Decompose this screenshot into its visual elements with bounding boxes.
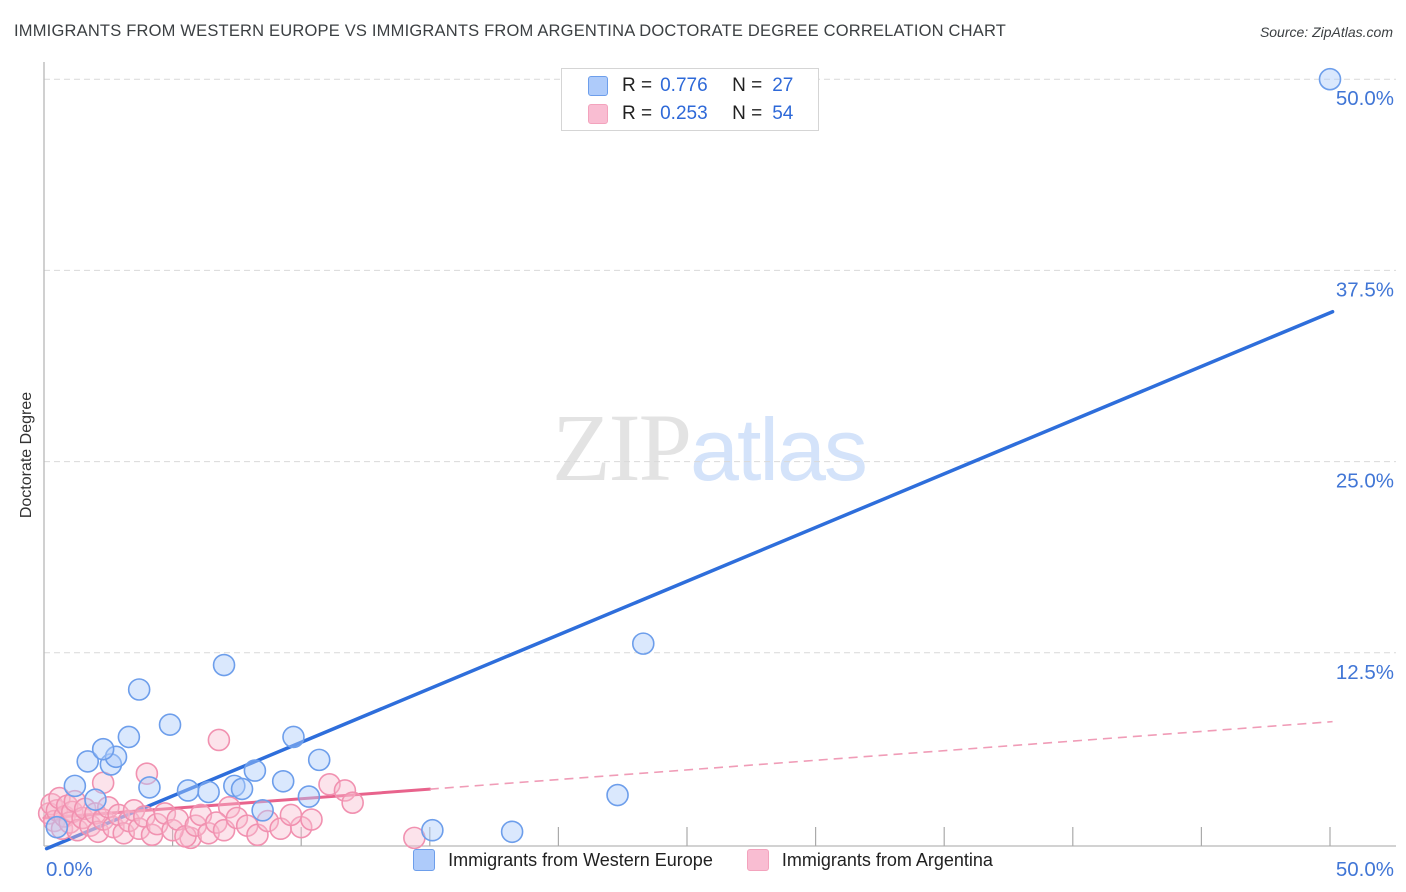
data-point-argentina (127, 817, 151, 841)
data-point-western-europe (297, 785, 321, 808)
data-point-argentina (333, 779, 357, 802)
data-point-western-europe (45, 815, 69, 839)
data-point-western-europe (76, 750, 100, 773)
data-point-western-europe (63, 774, 87, 798)
trend-line-argentina-dashed (429, 720, 1333, 790)
legend-item-argentina[interactable]: Immigrants from Argentina (746, 849, 993, 871)
source-attribution: Source: ZipAtlas.com (1259, 24, 1393, 40)
data-point-western-europe (282, 725, 305, 749)
data-point-western-europe (212, 653, 236, 677)
blue-series-swatch-icon (413, 849, 436, 871)
data-point-western-europe (197, 780, 220, 804)
y-tick-label: 50.0% (1336, 87, 1394, 110)
data-point-western-europe (500, 820, 524, 844)
chart-legend: Immigrants from Western Europe Immigrant… (0, 849, 1406, 871)
legend-label: Immigrants from Argentina (781, 849, 993, 870)
n-value: 54 (772, 102, 794, 124)
y-tick-label: 37.5% (1336, 278, 1394, 301)
data-point-argentina (207, 728, 231, 752)
n-label: N = (732, 102, 763, 124)
correlation-stats-box: R = 0.776 N = 27 R = 0.253 N = 54 (561, 68, 819, 131)
y-tick-label: 12.5% (1336, 661, 1394, 684)
page-title: IMMIGRANTS FROM WESTERN EUROPE VS IMMIGR… (14, 22, 1007, 40)
legend-item-western-europe[interactable]: Immigrants from Western Europe (413, 849, 713, 871)
data-point-western-europe (631, 632, 655, 655)
n-value: 27 (772, 74, 794, 96)
data-point-argentina (300, 808, 323, 831)
data-point-argentina (256, 809, 280, 833)
pink-series-swatch-icon (588, 103, 608, 124)
stats-row-argentina: R = 0.253 N = 54 (562, 101, 818, 126)
data-point-western-europe (91, 737, 115, 761)
data-point-western-europe (158, 713, 182, 736)
data-point-western-europe (138, 776, 161, 799)
data-point-western-europe (230, 777, 254, 801)
data-point-western-europe (84, 788, 107, 811)
x-axis-min-label: 0.0% (46, 858, 93, 881)
stats-row-western-europe: R = 0.776 N = 27 (562, 73, 818, 98)
r-value: 0.776 (660, 74, 708, 96)
y-tick-label: 25.0% (1336, 470, 1394, 493)
data-point-argentina (279, 803, 303, 827)
data-point-western-europe (104, 745, 128, 769)
data-point-western-europe (421, 818, 444, 842)
r-value: 0.253 (660, 102, 708, 124)
pink-series-swatch-icon (746, 849, 769, 871)
data-point-western-europe (176, 779, 200, 802)
data-point-western-europe (243, 759, 267, 782)
data-point-western-europe (606, 783, 629, 807)
x-axis-max-label: 50.0% (1336, 858, 1394, 881)
r-label: R = (622, 102, 653, 124)
n-label: N = (732, 74, 763, 96)
r-label: R = (622, 74, 653, 96)
data-point-western-europe (117, 725, 141, 749)
data-point-argentina (161, 818, 184, 842)
blue-series-swatch-icon (588, 75, 608, 96)
data-point-argentina (341, 791, 364, 815)
legend-label: Immigrants from Western Europe (448, 849, 713, 870)
data-point-western-europe (127, 678, 151, 701)
data-point-western-europe (251, 799, 274, 822)
trend-line-western-europe (44, 309, 1335, 851)
data-point-western-europe (307, 748, 331, 772)
data-point-argentina (135, 762, 159, 785)
data-point-western-europe (1318, 67, 1342, 91)
data-point-western-europe (271, 769, 295, 793)
